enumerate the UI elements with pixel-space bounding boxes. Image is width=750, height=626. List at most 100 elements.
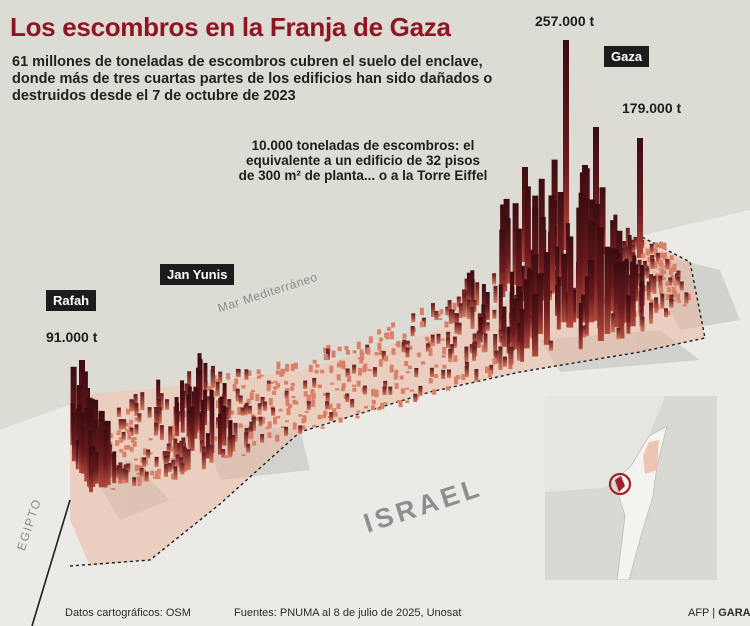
rubble-column	[446, 386, 450, 391]
rubble-column	[218, 371, 223, 384]
rubble-column	[276, 415, 281, 419]
rubble-column	[650, 259, 655, 269]
rubble-column	[640, 253, 645, 259]
rubble-column	[216, 400, 220, 409]
value-label-rafah: 91.000 t	[46, 329, 98, 345]
rubble-column	[165, 399, 169, 410]
rubble-column	[432, 389, 437, 395]
rubble-column	[159, 393, 164, 411]
rubble-column	[126, 463, 131, 473]
rubble-column	[576, 207, 583, 319]
rubble-column	[668, 277, 673, 286]
rubble-column	[171, 473, 176, 480]
rubble-column	[183, 390, 188, 408]
rubble-column	[659, 270, 664, 279]
rubble-column	[215, 382, 220, 397]
rubble-column	[272, 390, 277, 395]
rubble-column	[613, 214, 618, 272]
rubble-column	[346, 351, 350, 355]
rubble-column	[255, 416, 260, 421]
rubble-column	[341, 363, 346, 370]
rubble-column	[389, 331, 394, 339]
rubble-column	[362, 366, 367, 373]
rubble-column	[622, 261, 629, 323]
rubble-column	[273, 416, 277, 425]
rubble-column	[470, 306, 475, 330]
rubble-column	[286, 407, 291, 416]
locator-inset-map	[545, 396, 717, 580]
rubble-column	[133, 394, 138, 409]
rubble-column	[256, 375, 261, 379]
rubble-column	[303, 391, 308, 397]
rubble-column	[367, 369, 372, 372]
rubble-column	[241, 385, 246, 389]
rubble-column	[137, 481, 142, 486]
rubble-column	[148, 452, 153, 455]
rubble-column	[130, 437, 135, 443]
rubble-column	[263, 401, 267, 411]
rubble-column	[548, 195, 555, 294]
rubble-column	[524, 186, 531, 298]
rubble-column	[301, 418, 306, 424]
rubble-column	[352, 384, 356, 387]
credit-gara: GARA	[718, 607, 750, 619]
rubble-column	[115, 440, 120, 446]
rubble-column	[405, 387, 410, 390]
rubble-column	[98, 410, 105, 488]
rubble-column	[116, 432, 121, 436]
rubble-column	[430, 334, 435, 346]
rubble-column	[448, 358, 453, 363]
rubble-column	[481, 284, 486, 316]
rubble-column	[121, 431, 126, 441]
rubble-column	[456, 375, 461, 380]
rubble-column	[630, 244, 635, 256]
rubble-column	[654, 297, 659, 313]
rubble-column	[205, 433, 210, 459]
rubble-column	[679, 281, 684, 291]
rubble-column	[127, 431, 132, 440]
rubble-column	[673, 280, 678, 286]
rubble-column	[147, 407, 152, 418]
rubble-column	[492, 273, 497, 285]
rubble-column	[452, 302, 457, 311]
rubble-column	[652, 275, 657, 294]
rubble-column	[458, 303, 463, 319]
rubble-column	[328, 403, 333, 410]
rubble-column	[665, 259, 670, 270]
rubble-column	[209, 445, 214, 463]
rubble-column	[405, 400, 410, 404]
rubble-column	[454, 322, 459, 334]
rubble-column	[122, 453, 127, 458]
rubble-column	[146, 449, 151, 459]
rubble-column	[175, 402, 180, 437]
rubble-column	[290, 387, 295, 391]
rubble-column	[498, 284, 503, 333]
rubble-column	[273, 386, 278, 390]
rubble-column	[317, 414, 322, 420]
rubble-column	[444, 321, 449, 328]
rubble-column	[175, 454, 180, 467]
rubble-column	[593, 127, 599, 262]
rubble-column	[294, 401, 299, 405]
rubble-column	[362, 385, 367, 395]
rubble-column	[472, 333, 477, 347]
rubble-column	[639, 281, 644, 323]
rubble-column	[389, 364, 394, 373]
rubble-column	[371, 405, 376, 411]
rubble-column	[653, 261, 658, 269]
rubble-column	[527, 270, 534, 337]
rubble-column	[416, 352, 421, 358]
rubble-column	[275, 370, 280, 375]
rubble-column	[408, 345, 413, 351]
rubble-column	[439, 309, 444, 315]
rubble-column	[452, 336, 457, 348]
rubble-column	[155, 470, 159, 477]
rubble-column	[448, 309, 453, 324]
rubble-column	[655, 252, 660, 264]
rubble-column	[366, 347, 371, 355]
rubble-column	[241, 454, 246, 457]
rubble-column	[337, 346, 342, 352]
rubble-column	[132, 441, 137, 447]
rubble-column	[384, 355, 389, 362]
rubble-column	[357, 357, 362, 360]
